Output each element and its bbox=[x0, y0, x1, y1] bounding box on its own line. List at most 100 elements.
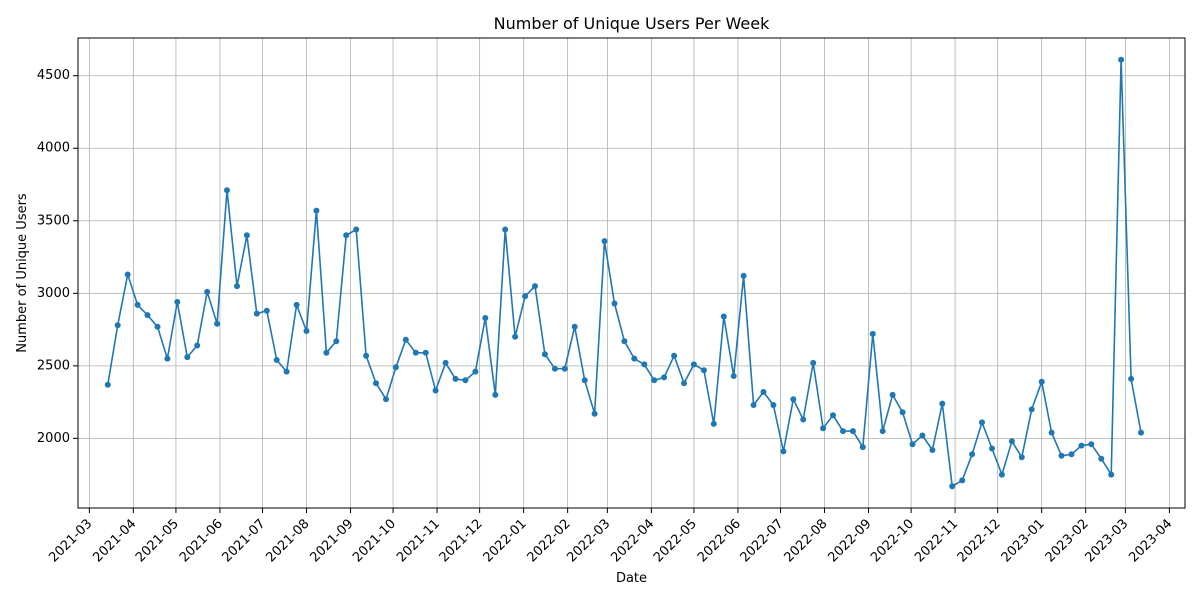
data-point bbox=[879, 428, 886, 435]
data-point bbox=[849, 428, 856, 435]
x-tick-label: 2022-01 bbox=[481, 516, 530, 565]
data-point bbox=[820, 425, 827, 432]
data-point bbox=[641, 361, 648, 368]
data-point bbox=[263, 307, 270, 314]
data-point bbox=[1028, 406, 1035, 413]
data-point bbox=[949, 483, 956, 490]
data-point bbox=[800, 416, 807, 423]
x-tick-label: 2021-06 bbox=[177, 516, 226, 565]
data-point bbox=[1098, 455, 1105, 462]
x-tick-label: 2023-03 bbox=[1082, 516, 1131, 565]
x-tick-label: 2023-04 bbox=[1126, 516, 1175, 565]
data-point bbox=[283, 368, 290, 375]
data-point bbox=[1058, 452, 1065, 459]
data-point bbox=[989, 445, 995, 452]
data-point bbox=[979, 419, 985, 426]
data-point bbox=[1008, 438, 1015, 445]
data-point bbox=[303, 328, 310, 334]
data-point bbox=[432, 387, 439, 394]
x-tick-label: 2021-09 bbox=[308, 516, 357, 565]
data-point bbox=[273, 357, 280, 363]
data-point bbox=[780, 448, 787, 455]
x-tick-label: 2021-07 bbox=[220, 516, 269, 565]
data-point bbox=[830, 412, 836, 419]
data-point bbox=[859, 444, 866, 451]
data-point bbox=[502, 226, 509, 233]
data-point bbox=[293, 301, 300, 308]
data-point bbox=[591, 410, 598, 417]
data-point bbox=[790, 396, 797, 403]
data-point bbox=[889, 391, 896, 398]
data-point bbox=[194, 342, 201, 349]
x-axis-label: Date bbox=[616, 571, 647, 586]
data-point bbox=[482, 315, 489, 321]
grid bbox=[78, 38, 1185, 508]
data-point bbox=[601, 238, 608, 245]
data-point bbox=[730, 373, 737, 379]
x-tick-label: 2021-12 bbox=[437, 516, 486, 565]
data-point bbox=[452, 375, 459, 382]
x-tick-label: 2022-12 bbox=[955, 516, 1004, 565]
data-point bbox=[214, 320, 221, 327]
x-tick-label: 2022-11 bbox=[912, 516, 961, 565]
x-tick-label: 2021-03 bbox=[46, 516, 95, 565]
y-axis-ticks: 2000 2500 3000 3500 4000 4500 bbox=[37, 68, 78, 446]
x-tick-label: 2022-05 bbox=[651, 516, 700, 565]
data-point bbox=[243, 232, 250, 239]
data-point bbox=[184, 354, 191, 361]
data-point bbox=[740, 272, 747, 279]
x-tick-label: 2022-10 bbox=[868, 516, 917, 565]
x-tick-label: 2022-09 bbox=[826, 516, 875, 565]
data-point bbox=[462, 377, 469, 384]
data-point bbox=[1088, 441, 1095, 448]
x-tick-label: 2022-03 bbox=[564, 516, 613, 565]
x-tick-label: 2021-08 bbox=[264, 516, 313, 565]
data-point bbox=[671, 352, 678, 359]
data-point bbox=[1118, 56, 1125, 63]
data-point bbox=[571, 323, 578, 330]
plot-frame bbox=[77, 37, 1186, 509]
data-point bbox=[750, 402, 757, 408]
data-point bbox=[402, 336, 409, 343]
data-point bbox=[611, 300, 618, 307]
data-point bbox=[998, 471, 1005, 478]
data-point bbox=[1078, 442, 1085, 449]
data-point bbox=[392, 364, 399, 371]
x-tick-label: 2022-08 bbox=[782, 516, 831, 565]
x-axis-ticks: 2021-032021-042021-052021-062021-072021-… bbox=[46, 508, 1175, 565]
chart-title: Number of Unique Users Per Week bbox=[494, 14, 770, 33]
data-point bbox=[541, 351, 548, 358]
data-point bbox=[472, 368, 479, 375]
data-point bbox=[810, 359, 817, 366]
y-tick-label: 3000 bbox=[37, 286, 70, 301]
data-point bbox=[919, 432, 926, 439]
data-point bbox=[492, 391, 499, 398]
data-point bbox=[700, 367, 707, 374]
data-point bbox=[1038, 378, 1045, 385]
data-point bbox=[710, 420, 717, 427]
y-tick-label: 2500 bbox=[37, 358, 70, 373]
data-point bbox=[144, 312, 151, 319]
data-point bbox=[383, 396, 389, 403]
y-axis-label: Number of Unique Users bbox=[15, 193, 30, 353]
x-tick-label: 2021-05 bbox=[133, 516, 182, 565]
data-point bbox=[869, 330, 876, 337]
x-tick-label: 2022-06 bbox=[695, 516, 744, 565]
data-point bbox=[720, 313, 727, 320]
x-tick-label: 2022-04 bbox=[608, 516, 657, 565]
data-point bbox=[532, 283, 538, 290]
data-point bbox=[681, 380, 687, 387]
data-point bbox=[621, 338, 628, 345]
data-point bbox=[363, 352, 370, 359]
data-point bbox=[899, 409, 906, 416]
data-point bbox=[661, 374, 668, 381]
data-point bbox=[929, 447, 936, 453]
data-point bbox=[1018, 454, 1025, 461]
x-tick-label: 2021-10 bbox=[350, 516, 399, 565]
data-point bbox=[939, 400, 946, 407]
data-point bbox=[164, 355, 171, 362]
y-tick-label: 4000 bbox=[37, 141, 70, 156]
data-point bbox=[204, 288, 211, 295]
